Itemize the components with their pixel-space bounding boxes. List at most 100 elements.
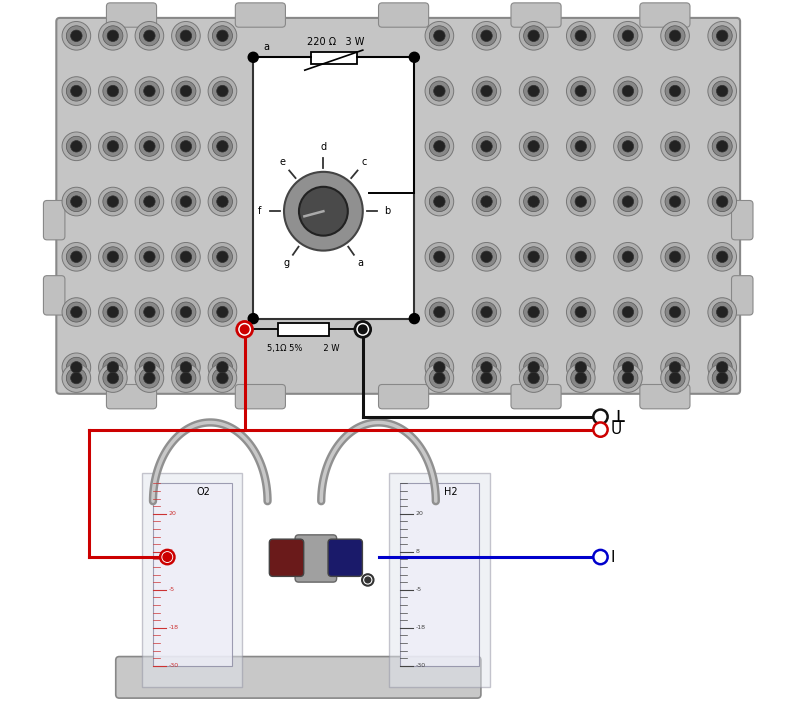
Circle shape — [717, 85, 728, 97]
FancyBboxPatch shape — [43, 276, 65, 315]
FancyBboxPatch shape — [400, 483, 478, 666]
Circle shape — [135, 77, 164, 105]
Circle shape — [171, 364, 200, 392]
Circle shape — [477, 81, 497, 101]
Circle shape — [355, 321, 370, 337]
Circle shape — [107, 196, 118, 208]
Circle shape — [176, 81, 196, 101]
Circle shape — [176, 136, 196, 156]
Circle shape — [299, 187, 348, 236]
Text: U: U — [610, 422, 622, 437]
FancyBboxPatch shape — [235, 384, 286, 409]
Circle shape — [135, 364, 164, 392]
Circle shape — [708, 132, 737, 160]
FancyBboxPatch shape — [142, 473, 242, 687]
Circle shape — [66, 357, 86, 377]
Circle shape — [208, 77, 237, 105]
Text: 220 Ω   3 W: 220 Ω 3 W — [306, 37, 364, 47]
Circle shape — [519, 298, 548, 326]
Text: -5: -5 — [169, 587, 175, 592]
Circle shape — [670, 30, 681, 42]
Circle shape — [528, 372, 539, 384]
Circle shape — [66, 136, 86, 156]
Circle shape — [107, 306, 118, 318]
Circle shape — [208, 132, 237, 160]
Circle shape — [670, 85, 681, 97]
FancyBboxPatch shape — [378, 384, 429, 409]
Text: a: a — [263, 42, 269, 52]
Circle shape — [213, 192, 233, 212]
Circle shape — [171, 132, 200, 160]
Circle shape — [670, 362, 681, 373]
Text: H2: H2 — [444, 487, 458, 497]
Circle shape — [717, 196, 728, 208]
Text: f: f — [258, 206, 262, 216]
Circle shape — [524, 302, 544, 322]
Circle shape — [410, 52, 419, 62]
Circle shape — [575, 362, 586, 373]
Circle shape — [217, 30, 228, 42]
Circle shape — [622, 306, 634, 318]
Circle shape — [62, 188, 90, 216]
Circle shape — [524, 247, 544, 267]
Circle shape — [566, 364, 595, 392]
Circle shape — [519, 243, 548, 271]
Circle shape — [70, 372, 82, 384]
Circle shape — [135, 298, 164, 326]
Circle shape — [717, 30, 728, 42]
Circle shape — [570, 81, 591, 101]
Circle shape — [477, 247, 497, 267]
Text: d: d — [320, 142, 326, 153]
Circle shape — [575, 140, 586, 152]
Circle shape — [528, 306, 539, 318]
Circle shape — [62, 21, 90, 50]
FancyBboxPatch shape — [511, 3, 561, 27]
Circle shape — [62, 298, 90, 326]
Circle shape — [208, 298, 237, 326]
Circle shape — [213, 81, 233, 101]
Circle shape — [103, 368, 123, 388]
Circle shape — [425, 21, 454, 50]
FancyBboxPatch shape — [640, 3, 690, 27]
Circle shape — [217, 196, 228, 208]
Circle shape — [570, 26, 591, 46]
FancyBboxPatch shape — [153, 483, 232, 666]
Circle shape — [213, 357, 233, 377]
Circle shape — [66, 247, 86, 267]
Circle shape — [524, 136, 544, 156]
Circle shape — [712, 368, 732, 388]
Circle shape — [665, 192, 685, 212]
Circle shape — [139, 357, 159, 377]
Circle shape — [248, 314, 258, 324]
Circle shape — [481, 140, 492, 152]
Circle shape — [622, 372, 634, 384]
Circle shape — [180, 85, 192, 97]
FancyBboxPatch shape — [270, 539, 304, 576]
Circle shape — [481, 196, 492, 208]
Circle shape — [477, 368, 497, 388]
Circle shape — [430, 136, 450, 156]
Circle shape — [670, 251, 681, 263]
Circle shape — [66, 81, 86, 101]
Text: -30: -30 — [416, 664, 426, 668]
Circle shape — [139, 192, 159, 212]
Circle shape — [62, 132, 90, 160]
Circle shape — [176, 192, 196, 212]
Circle shape — [70, 251, 82, 263]
Circle shape — [107, 362, 118, 373]
Circle shape — [665, 368, 685, 388]
Circle shape — [70, 140, 82, 152]
Text: c: c — [362, 158, 367, 168]
Circle shape — [481, 362, 492, 373]
Circle shape — [62, 77, 90, 105]
Circle shape — [213, 302, 233, 322]
Text: -30: -30 — [169, 664, 179, 668]
Circle shape — [661, 364, 690, 392]
Circle shape — [566, 188, 595, 216]
Circle shape — [708, 353, 737, 382]
Circle shape — [614, 243, 642, 271]
FancyBboxPatch shape — [116, 657, 481, 698]
Circle shape — [481, 85, 492, 97]
Circle shape — [481, 306, 492, 318]
Circle shape — [163, 553, 171, 561]
